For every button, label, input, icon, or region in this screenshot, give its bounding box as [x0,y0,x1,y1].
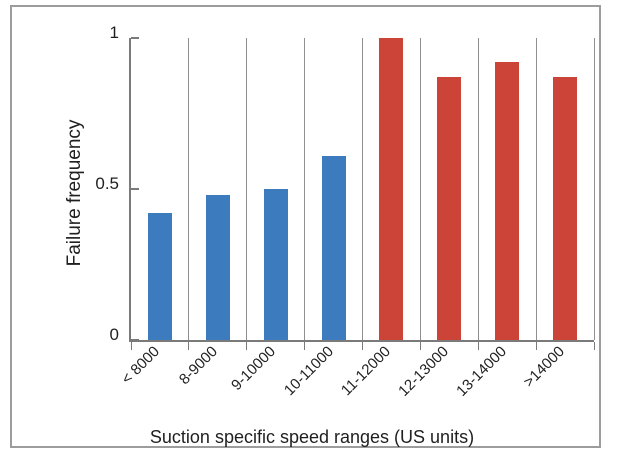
y-tick-label: 0 [109,325,119,344]
x-axis-tick [477,342,479,350]
bar-89000 [205,195,230,340]
bar-1314000 [495,62,520,340]
bar-1112000 [379,38,404,340]
x-axis-tick [304,342,306,350]
x-axis-tick [535,342,537,350]
category-gridline [535,38,537,340]
x-axis-tick [419,342,421,350]
category-gridline [246,38,248,340]
bar-8000 [147,213,172,340]
y-axis-tick [131,37,139,39]
category-gridline [304,38,306,340]
category-gridline [188,38,190,340]
x-axis-tick [362,342,363,350]
plot-area [129,37,595,350]
y-axis-tick [131,339,139,341]
x-axis-tick [593,342,595,350]
category-gridline [362,38,363,340]
category-gridline [419,38,421,340]
bar-14000 [553,77,578,340]
bar-1213000 [437,77,462,340]
x-axis-tick [188,342,190,350]
y-tick-label: 0.5 [95,174,119,193]
x-axis-title: Suction specific speed ranges (US units) [149,427,475,447]
y-tick-label: 1 [109,23,119,42]
category-gridline [477,38,479,340]
category-gridline [593,38,595,340]
bar-910000 [263,189,288,340]
x-axis-tick [130,342,132,350]
chart-frame: Failure frequency 0 0.5 1 < 8000 8-9000 9-10… [10,5,601,448]
y-axis-tick [131,188,139,190]
x-axis-tick [246,342,248,350]
bar-1011000 [321,155,346,340]
